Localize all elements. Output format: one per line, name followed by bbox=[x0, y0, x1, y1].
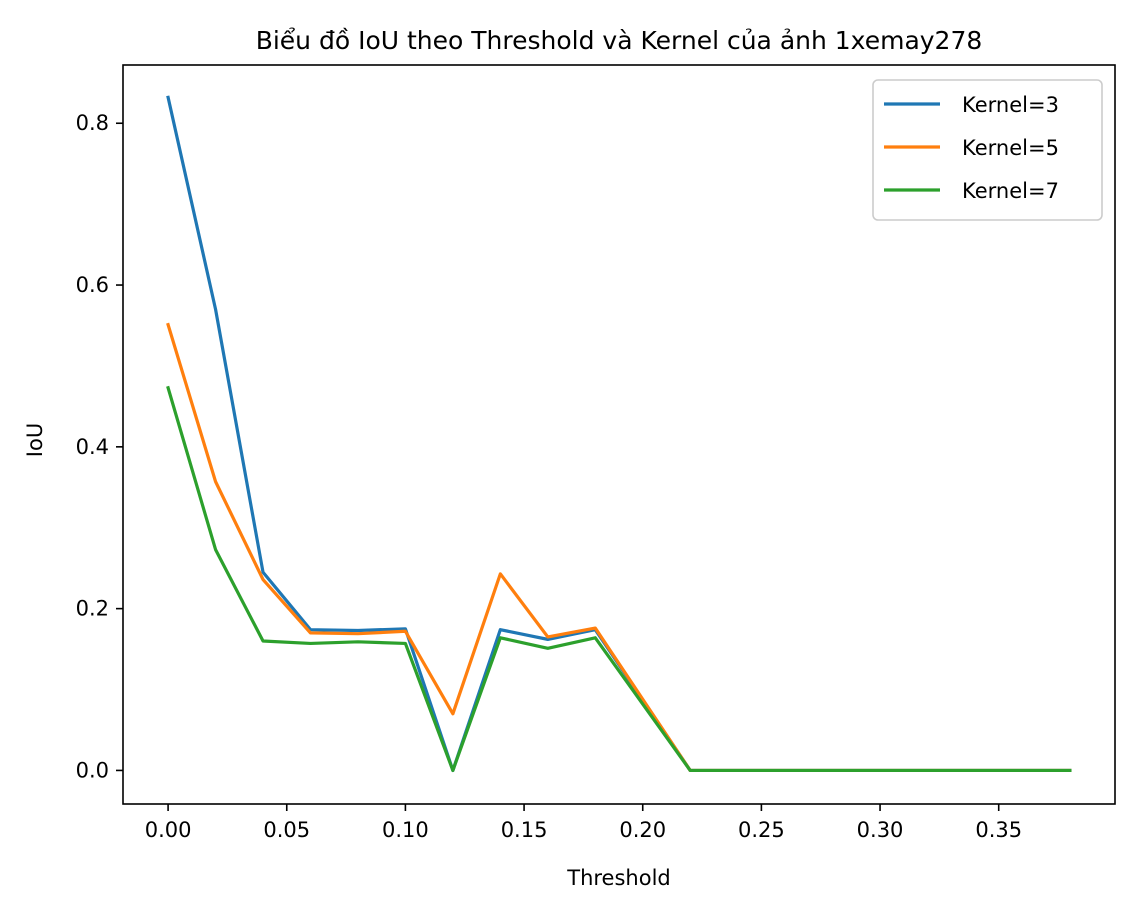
x-tick-label: 0.25 bbox=[738, 818, 785, 842]
legend-label: Kernel=5 bbox=[962, 136, 1059, 160]
x-tick-label: 0.00 bbox=[145, 818, 192, 842]
chart-title: Biểu đồ IoU theo Threshold và Kernel của… bbox=[256, 26, 983, 55]
x-tick-label: 0.35 bbox=[975, 818, 1022, 842]
x-axis-title: Threshold bbox=[566, 866, 671, 890]
plot-area bbox=[122, 64, 1116, 805]
x-tick-label: 0.30 bbox=[857, 818, 904, 842]
y-tick-label: 0.2 bbox=[76, 597, 109, 621]
legend-label: Kernel=3 bbox=[962, 93, 1059, 117]
y-axis-title: IoU bbox=[23, 423, 47, 457]
x-tick-label: 0.10 bbox=[382, 818, 429, 842]
plot-frame bbox=[122, 64, 1116, 805]
legend: Kernel=3 Kernel=5 Kernel=7 bbox=[872, 79, 1103, 221]
x-tick-label: 0.15 bbox=[501, 818, 548, 842]
x-tick-label: 0.05 bbox=[263, 818, 310, 842]
y-tick-label: 0.4 bbox=[76, 435, 109, 459]
y-tick-label: 0.6 bbox=[76, 273, 109, 297]
y-axis: 0.0 0.2 0.4 0.6 0.8 bbox=[76, 111, 123, 782]
x-axis: 0.00 0.05 0.10 0.15 0.20 0.25 0.30 0.35 bbox=[145, 804, 1022, 842]
y-tick-label: 0.8 bbox=[76, 111, 109, 135]
x-tick-label: 0.20 bbox=[619, 818, 666, 842]
legend-box bbox=[872, 79, 1103, 221]
series-line-kernel-7 bbox=[166, 385, 1072, 773]
legend-label: Kernel=7 bbox=[962, 179, 1059, 203]
y-tick-label: 0.0 bbox=[76, 758, 109, 782]
